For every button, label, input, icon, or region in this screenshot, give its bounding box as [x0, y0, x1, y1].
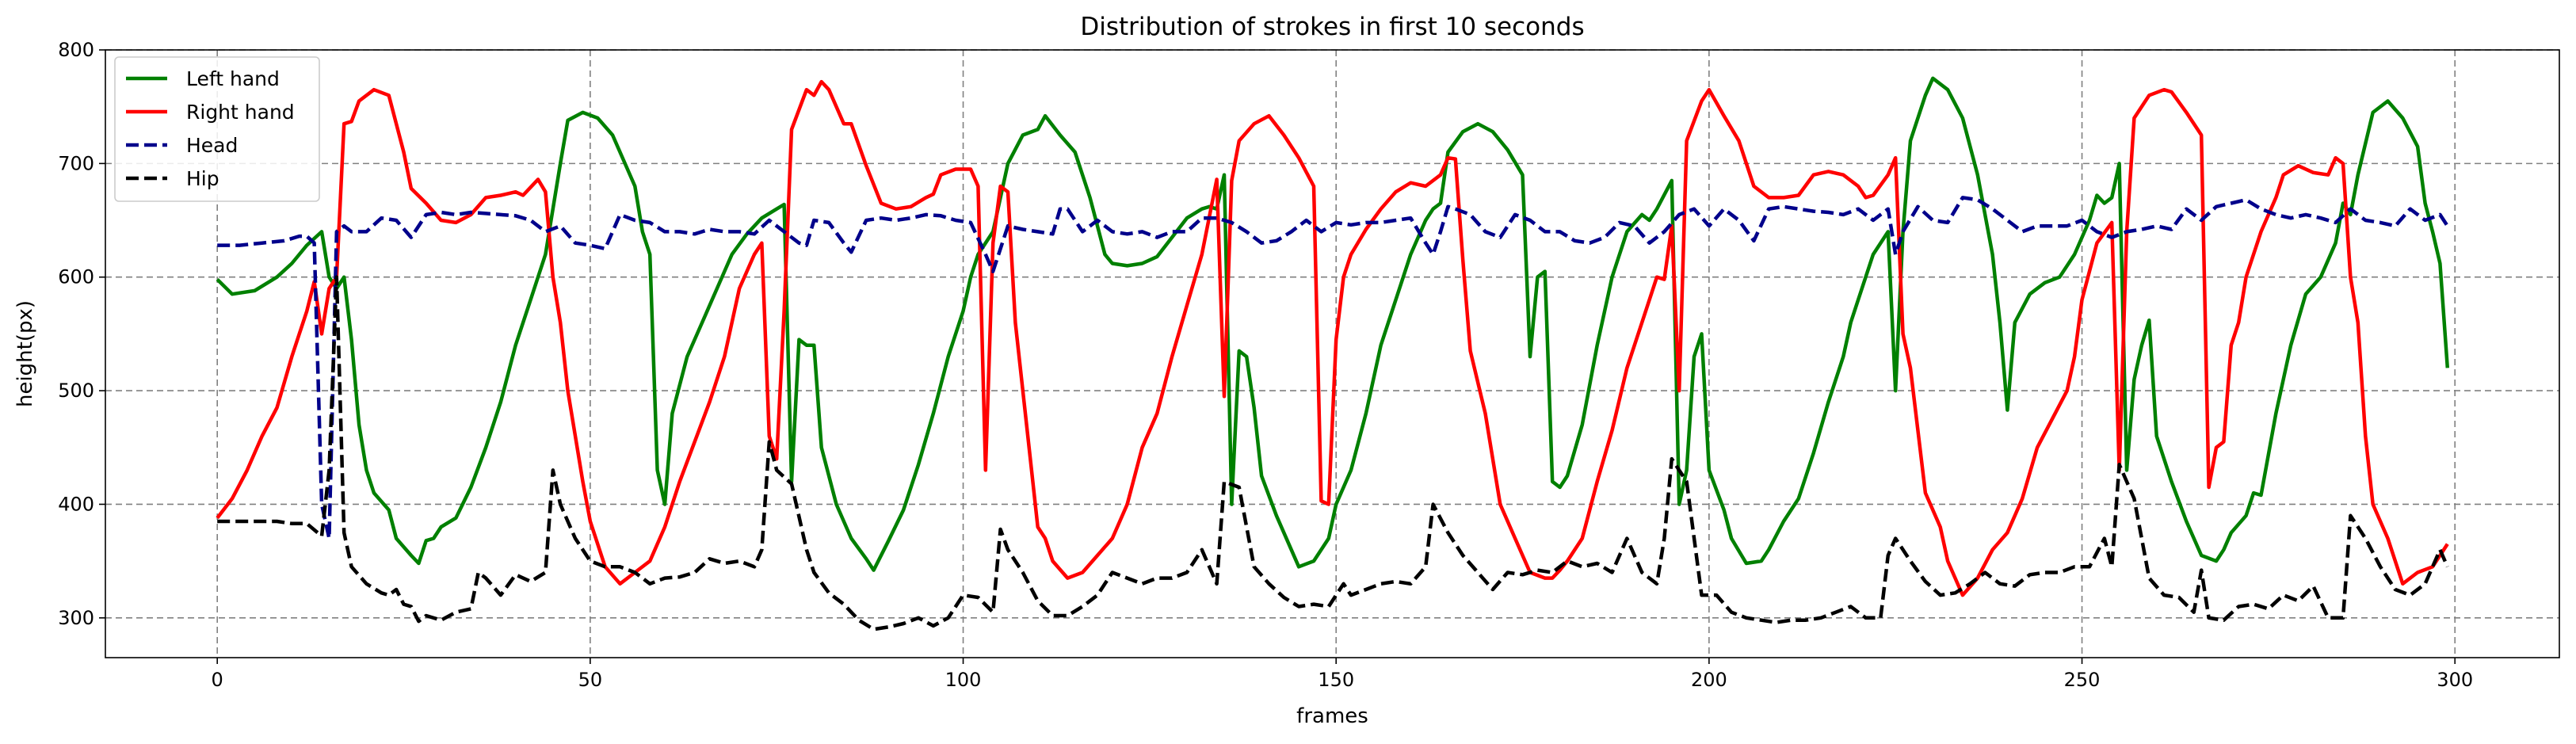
legend-label-hip: Hip	[186, 167, 219, 190]
plot-frame	[105, 49, 2560, 658]
series-line-left-hand	[216, 76, 2450, 572]
x-axis: 0 50 100 150 200 250 300	[212, 658, 2473, 691]
legend: Left hand Right hand Head Hip	[114, 56, 320, 202]
x-tick-label: 50	[578, 669, 603, 691]
y-axis: 300 400 500 600 700 800	[58, 39, 105, 629]
series-line-hip	[217, 275, 2449, 631]
series-line-head	[217, 196, 2449, 540]
legend-label-right-hand: Right hand	[186, 101, 295, 124]
legend-label-left-hand: Left hand	[186, 67, 280, 90]
y-tick-label: 400	[58, 493, 94, 515]
y-axis-label: height(px)	[13, 300, 37, 407]
y-tick-label: 500	[58, 380, 94, 402]
y-tick-label: 800	[58, 39, 94, 61]
chart-title: Distribution of strokes in first 10 seco…	[1080, 13, 1584, 41]
series-line-right-hand	[216, 79, 2449, 597]
y-tick-label: 600	[58, 266, 94, 288]
legend-label-head: Head	[186, 134, 238, 157]
x-tick-label: 200	[1691, 669, 1727, 691]
y-tick-label: 700	[58, 152, 94, 174]
legend-box	[114, 56, 320, 202]
x-axis-label: frames	[1296, 704, 1368, 728]
grid-lines	[105, 49, 2559, 658]
x-tick-label: 300	[2437, 669, 2473, 691]
x-tick-label: 100	[945, 669, 982, 691]
x-tick-label: 150	[1318, 669, 1354, 691]
y-tick-label: 300	[58, 607, 94, 629]
x-tick-label: 250	[2064, 669, 2101, 691]
x-tick-label: 0	[212, 669, 223, 691]
series-layer	[216, 76, 2450, 631]
